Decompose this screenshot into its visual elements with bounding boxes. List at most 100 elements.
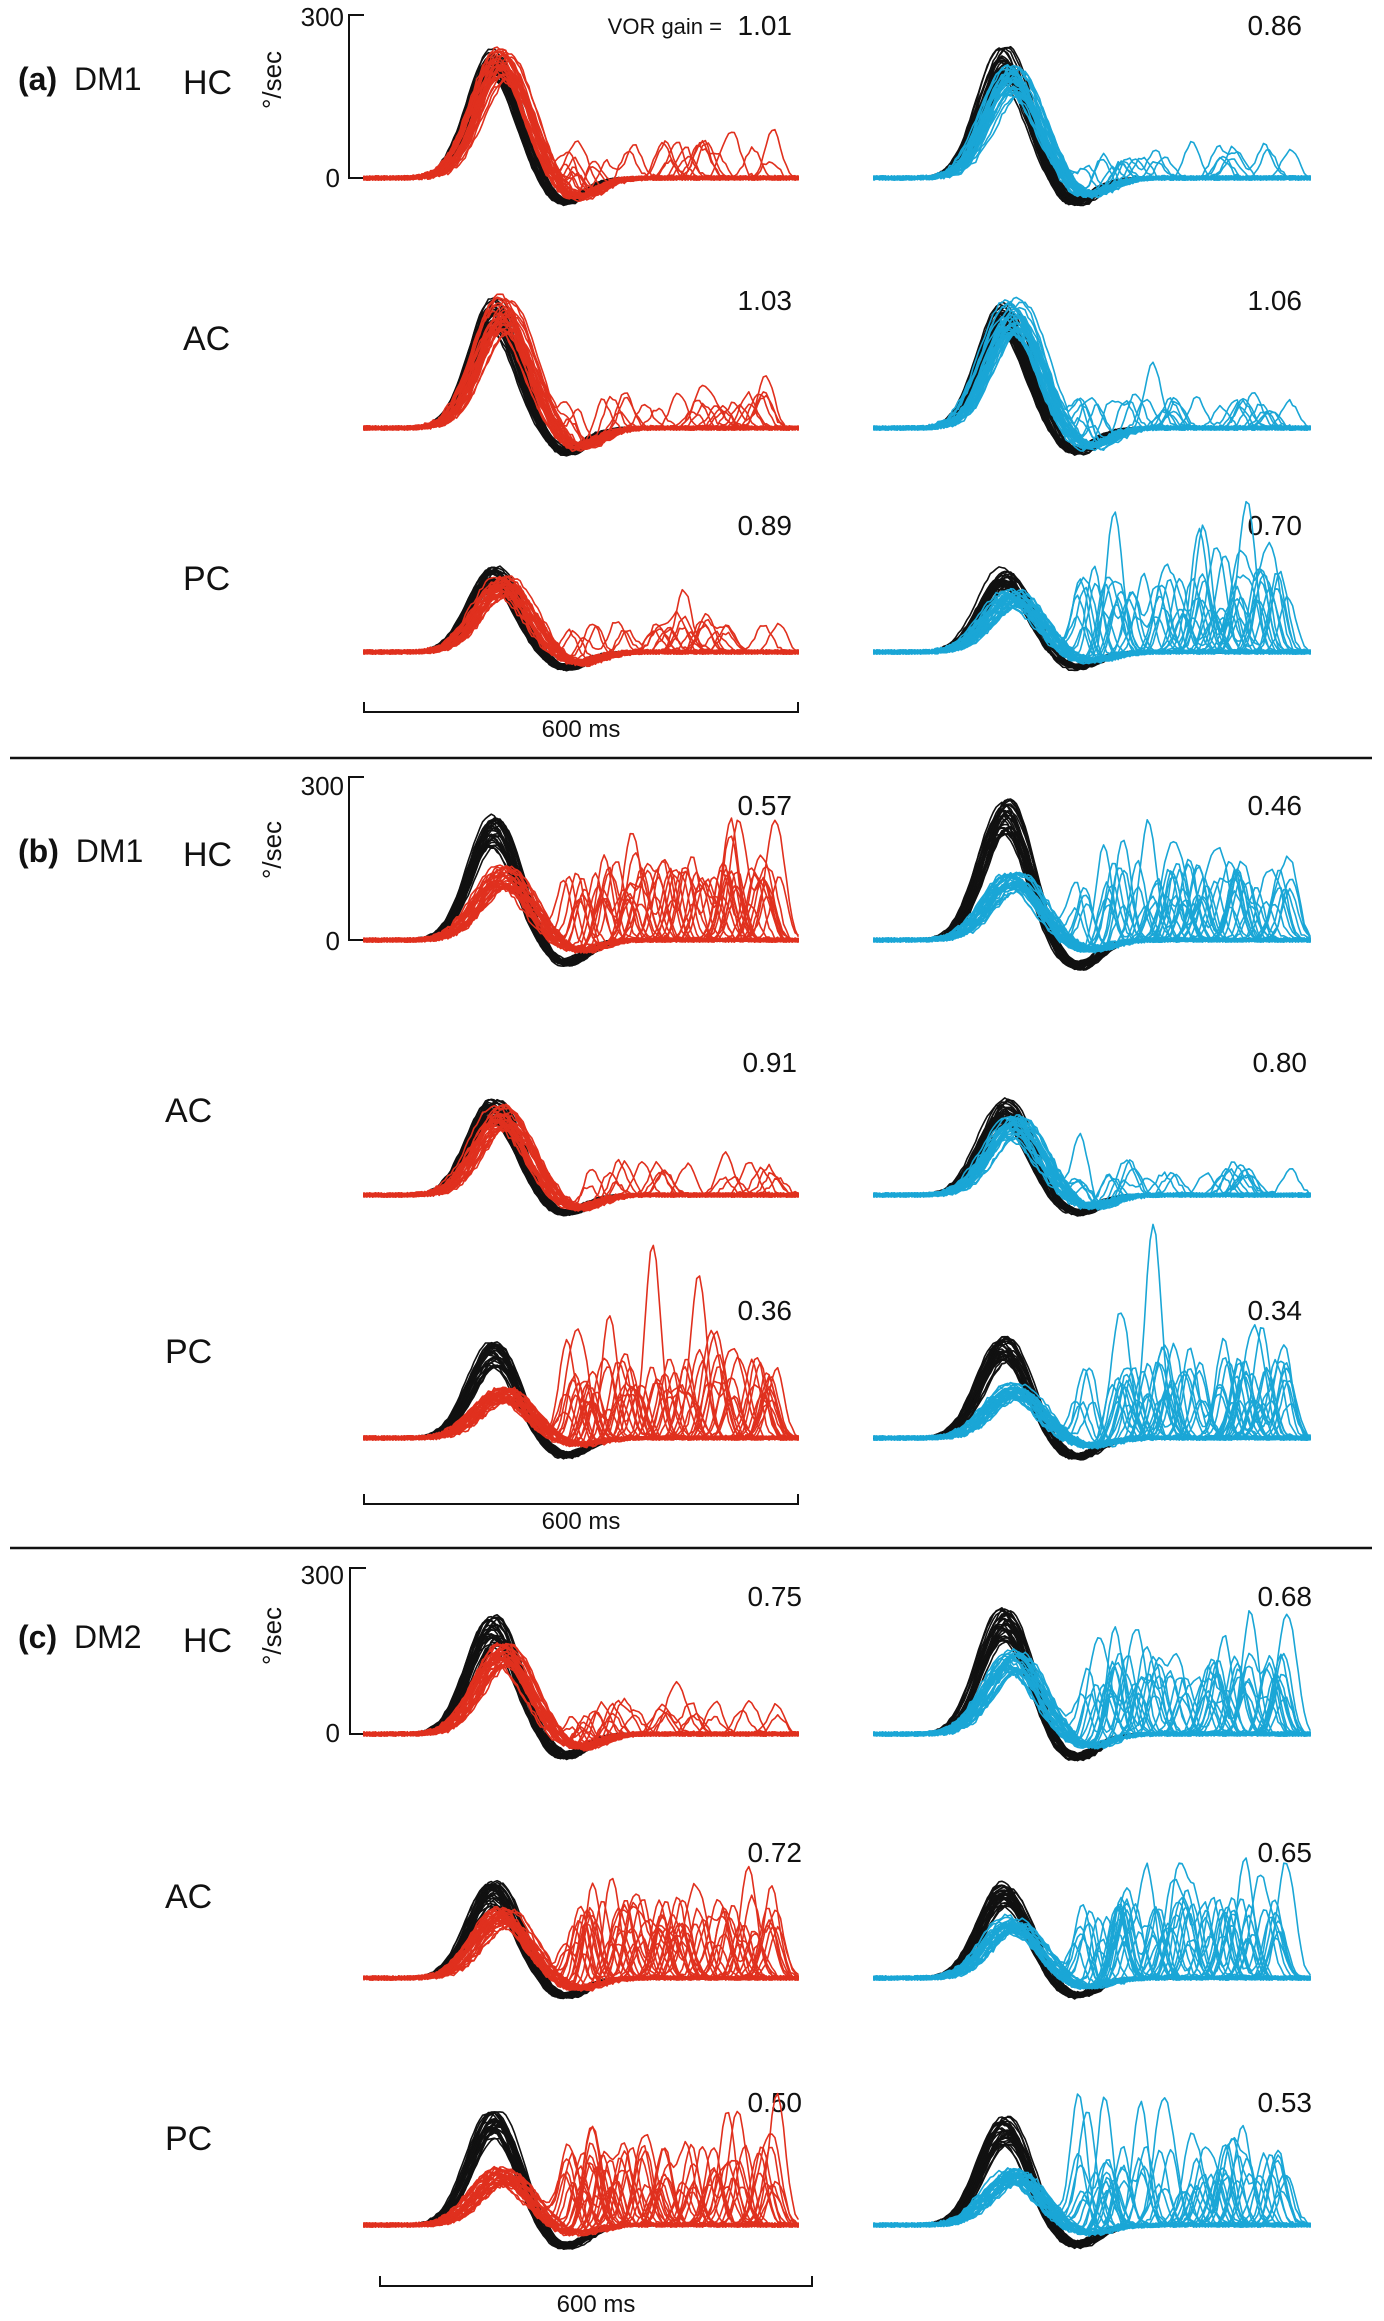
panel-b-row-ac-label: AC bbox=[165, 1092, 212, 1130]
head-velocity-trace bbox=[364, 300, 798, 455]
head-velocity-trace bbox=[364, 323, 798, 451]
head-velocity-trace bbox=[364, 309, 798, 453]
head-velocity-trace bbox=[364, 313, 798, 452]
head-velocity-trace bbox=[874, 311, 1310, 454]
head-velocity-trace bbox=[874, 312, 1310, 453]
head-velocity-trace bbox=[364, 1100, 798, 1215]
trace-layer bbox=[364, 47, 1310, 2250]
panel-a-scalebar: 600 ms bbox=[364, 702, 798, 743]
head-velocity-trace bbox=[364, 587, 798, 666]
head-velocity-trace bbox=[364, 76, 798, 199]
head-velocity-trace bbox=[364, 76, 798, 200]
panel-a-row-hc-label: HC bbox=[183, 64, 232, 102]
head-velocity-trace bbox=[874, 316, 1310, 452]
head-velocity-trace bbox=[874, 1113, 1310, 1212]
head-velocity-trace bbox=[364, 300, 798, 455]
head-velocity-trace bbox=[364, 331, 798, 449]
head-velocity-trace bbox=[364, 65, 798, 201]
head-velocity-trace bbox=[364, 314, 798, 452]
eye-velocity-trace bbox=[874, 1328, 1310, 1447]
head-velocity-trace bbox=[364, 55, 798, 203]
panel-c-y-tick-bottom: 0 bbox=[326, 1718, 340, 1748]
panel-c-y-tick-top: 300 bbox=[301, 1560, 344, 1590]
head-velocity-trace bbox=[364, 72, 798, 201]
panel-c-hc-gain-right: 0.68 bbox=[1258, 1581, 1313, 1612]
head-velocity-trace bbox=[874, 1115, 1310, 1212]
vor-gain-label: VOR gain = bbox=[608, 14, 722, 39]
panel-c-scalebar: 600 ms bbox=[380, 2276, 812, 2318]
head-velocity-trace bbox=[874, 334, 1310, 449]
head-velocity-trace bbox=[874, 1115, 1310, 1213]
head-velocity-trace bbox=[364, 322, 798, 452]
panel-c-letter: (c) bbox=[18, 1619, 57, 1655]
head-velocity-trace bbox=[364, 69, 798, 202]
head-velocity-trace bbox=[874, 328, 1310, 449]
panel-a-heading: (a) DM1 bbox=[18, 61, 142, 97]
head-velocity-trace bbox=[364, 69, 798, 201]
head-velocity-trace bbox=[364, 77, 798, 200]
eye-velocity-trace bbox=[364, 299, 798, 445]
head-velocity-trace bbox=[364, 314, 798, 452]
head-velocity-trace bbox=[874, 313, 1310, 453]
head-velocity-trace bbox=[364, 573, 798, 668]
head-velocity-trace bbox=[364, 571, 798, 670]
head-velocity-trace bbox=[874, 1101, 1310, 1216]
head-velocity-trace bbox=[874, 324, 1310, 451]
head-velocity-trace bbox=[874, 1122, 1310, 1211]
eye-velocity-trace bbox=[364, 586, 798, 657]
panel-b-scalebar-label: 600 ms bbox=[542, 1508, 621, 1535]
head-velocity-trace bbox=[364, 322, 798, 450]
head-velocity-trace bbox=[364, 579, 798, 668]
panel-b-y-tick-top: 300 bbox=[301, 771, 344, 801]
panel-a-y-axis: 300 0 °/sec bbox=[257, 2, 364, 193]
head-velocity-trace bbox=[364, 306, 798, 454]
panel-a-y-unit: °/sec bbox=[257, 51, 287, 109]
head-velocity-trace bbox=[364, 58, 798, 202]
panel-c-scalebar-label: 600 ms bbox=[557, 2291, 636, 2318]
panel-b-hc-gain-left: 0.57 bbox=[738, 790, 793, 821]
panel-c-pc-gain-right: 0.53 bbox=[1258, 2087, 1313, 2118]
head-velocity-trace bbox=[874, 329, 1310, 449]
panel-b-ac-gain-left: 0.91 bbox=[743, 1047, 798, 1078]
head-velocity-trace bbox=[364, 573, 798, 669]
head-velocity-trace bbox=[364, 1099, 798, 1215]
head-velocity-trace bbox=[364, 1103, 798, 1215]
head-velocity-trace bbox=[364, 583, 798, 668]
head-velocity-trace bbox=[364, 53, 798, 204]
panel-c-row-hc-label: HC bbox=[183, 1622, 232, 1660]
head-velocity-trace bbox=[364, 306, 798, 454]
head-velocity-trace bbox=[874, 314, 1310, 452]
panel-b-pc-gain-left: 0.36 bbox=[738, 1295, 793, 1326]
head-velocity-trace bbox=[364, 585, 798, 666]
panel-b-y-unit: °/sec bbox=[257, 821, 287, 879]
head-velocity-trace bbox=[874, 1102, 1310, 1215]
head-velocity-trace bbox=[874, 1109, 1310, 1214]
head-velocity-trace bbox=[874, 306, 1310, 454]
panel-a-pc-gain-right: 0.70 bbox=[1248, 510, 1303, 541]
vhit-figure: (a) DM1 HC AC PC 300 0 °/sec VOR gain = … bbox=[0, 0, 1384, 2321]
head-velocity-trace bbox=[874, 1099, 1310, 1215]
panel-b-ac-gain-right: 0.80 bbox=[1253, 1047, 1308, 1078]
panel-a-y-tick-bottom: 0 bbox=[326, 163, 340, 193]
panel-b-row-pc-label: PC bbox=[165, 1333, 212, 1371]
head-velocity-trace bbox=[364, 301, 798, 455]
head-velocity-trace bbox=[364, 571, 798, 669]
panel-c-row-ac-label: AC bbox=[165, 1878, 212, 1916]
panel-a-scalebar-label: 600 ms bbox=[542, 716, 621, 743]
head-velocity-trace bbox=[364, 582, 798, 668]
head-velocity-trace bbox=[364, 570, 798, 670]
panel-c-hc-gain-left: 0.75 bbox=[748, 1581, 803, 1612]
head-velocity-trace bbox=[364, 325, 798, 450]
panel-a-ac-gain-right: 1.06 bbox=[1248, 285, 1303, 316]
head-velocity-trace bbox=[874, 1113, 1310, 1213]
head-velocity-trace bbox=[364, 1111, 798, 1213]
head-velocity-trace bbox=[364, 587, 798, 667]
head-velocity-trace bbox=[874, 1108, 1310, 1214]
head-velocity-trace bbox=[874, 1105, 1310, 1214]
head-velocity-trace bbox=[364, 59, 798, 203]
panel-a-pc-gain-left: 0.89 bbox=[738, 510, 793, 541]
panel-a-group: DM1 bbox=[74, 61, 142, 97]
head-velocity-trace bbox=[874, 324, 1310, 450]
head-velocity-trace bbox=[364, 70, 798, 201]
panel-a-row-ac-label: AC bbox=[183, 320, 230, 358]
